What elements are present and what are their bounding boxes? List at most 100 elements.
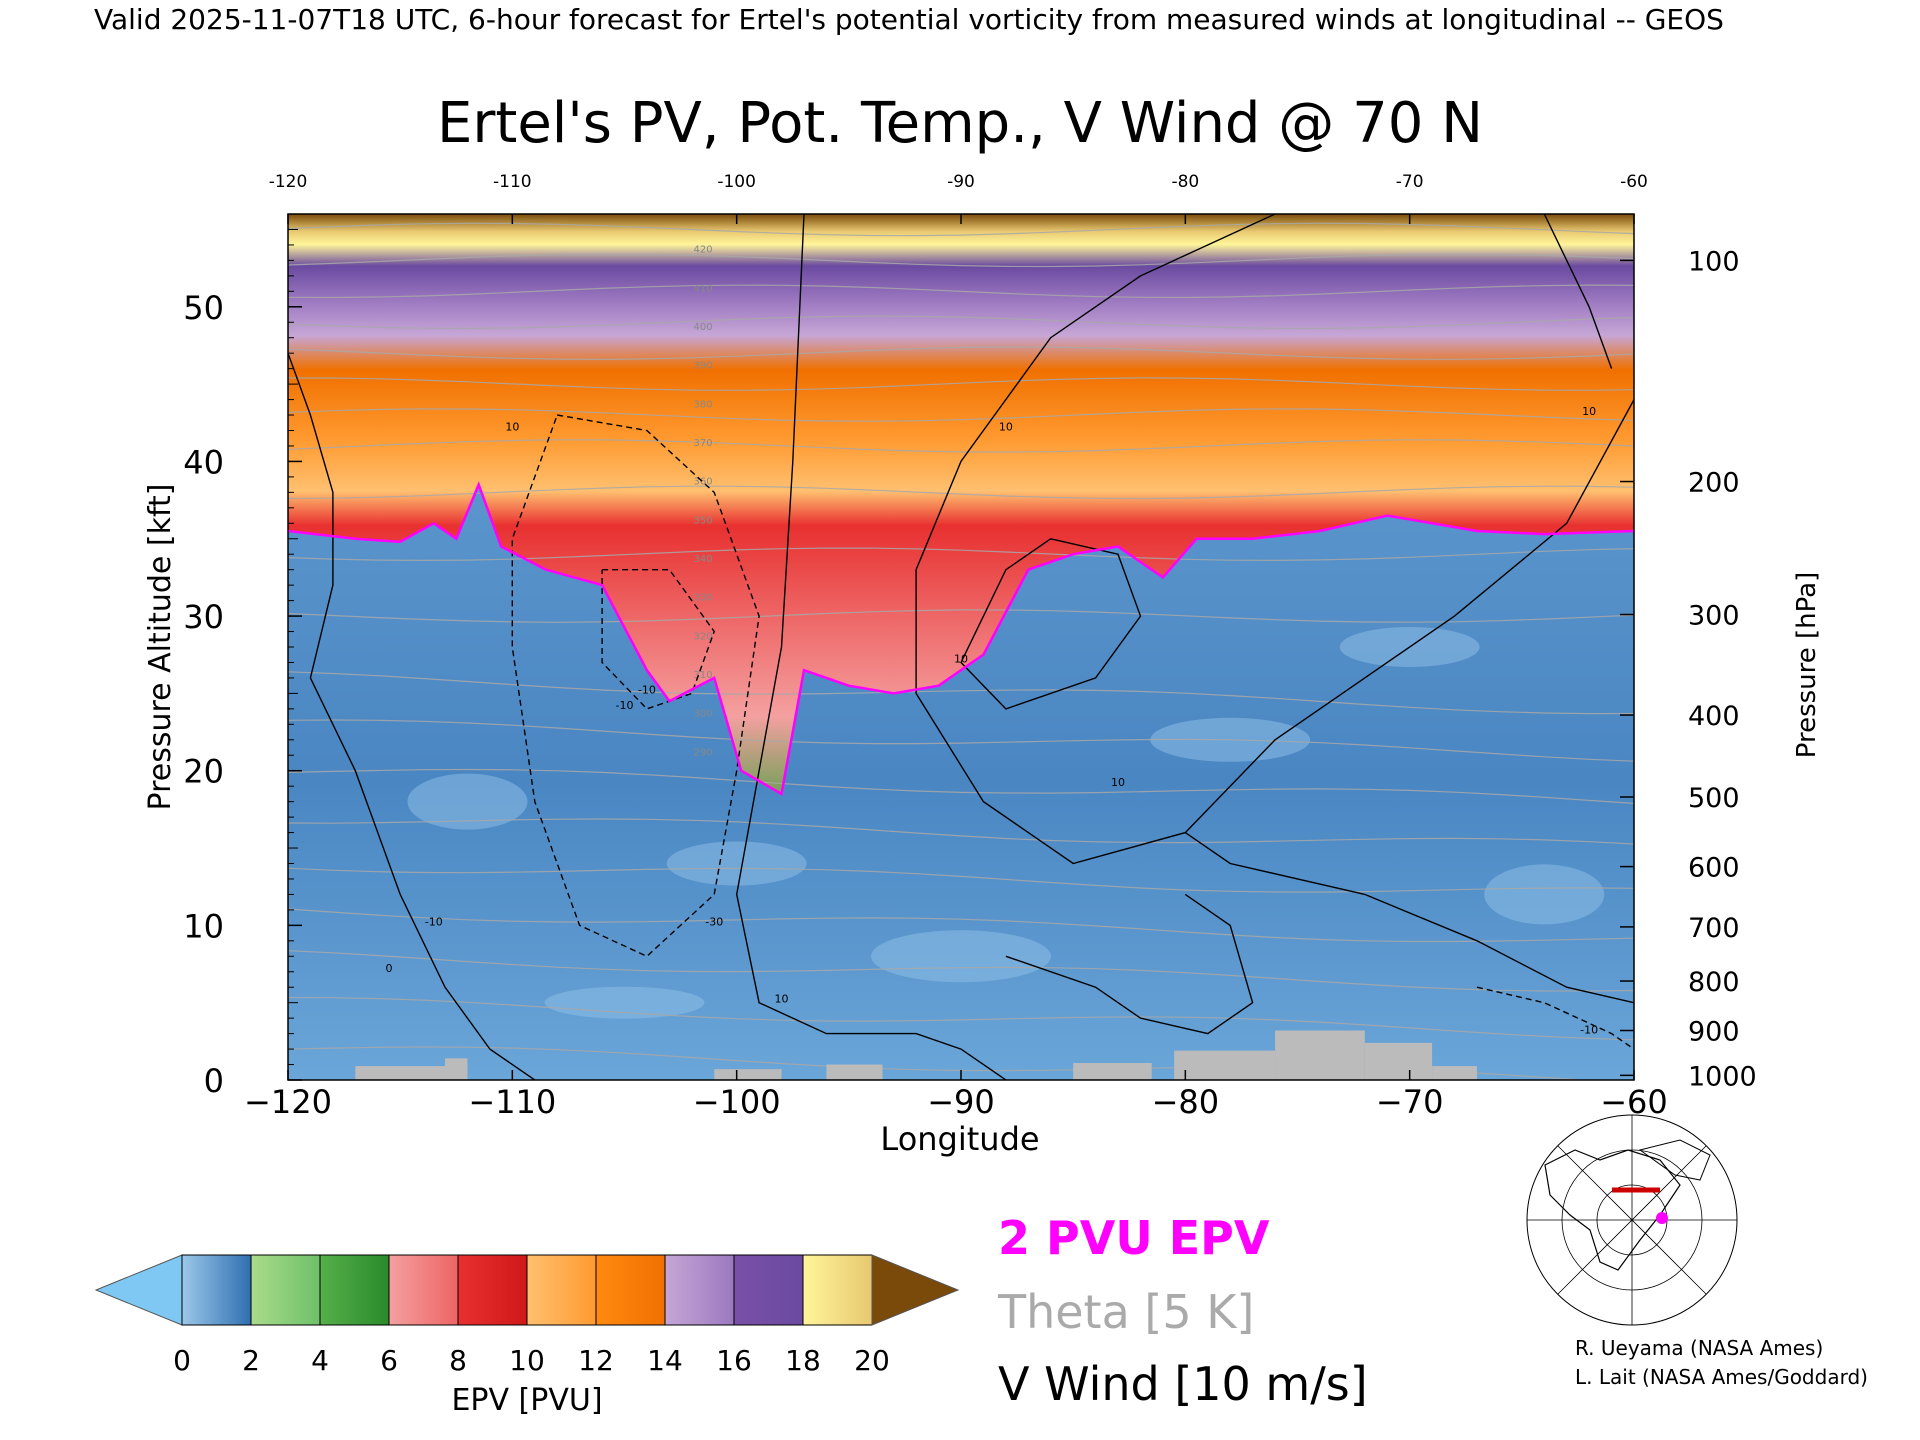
theta-contour-label: 360 xyxy=(693,477,712,488)
terrain-block xyxy=(1174,1050,1276,1080)
theta-contour-line xyxy=(288,253,1634,268)
credit-line-1: R. Ueyama (NASA Ames) xyxy=(1575,1336,1823,1360)
low-pv-patches xyxy=(407,627,1605,1019)
vwind-contour-line xyxy=(511,414,760,958)
colorbar-segment xyxy=(526,1254,597,1326)
theta-contour-label: 340 xyxy=(693,554,712,565)
theta-contour-line xyxy=(288,315,1634,330)
vwind-contour-line xyxy=(1184,832,1634,1004)
legend-vwind: V Wind [10 m/s] xyxy=(998,1357,1368,1411)
y-left-tick-label: 30 xyxy=(183,598,224,636)
chart-title: Ertel's PV, Pot. Temp., V Wind @ 70 N xyxy=(437,91,1483,156)
theta-contour-line xyxy=(288,867,1634,893)
theta-contour-line xyxy=(288,547,1634,562)
theta-contour-line xyxy=(288,439,1634,453)
legend-2pvu-epv: 2 PVU EPV xyxy=(998,1211,1270,1265)
theta-contour-label: 390 xyxy=(693,361,712,372)
colorbar-tick-label: 12 xyxy=(578,1344,614,1377)
terrain-block xyxy=(1073,1062,1152,1080)
colorbar-tick-label: 18 xyxy=(785,1344,821,1377)
theta-contour-label: 350 xyxy=(693,515,712,526)
vwind-contour-label: -10 xyxy=(1580,1024,1598,1037)
low-pv-patch xyxy=(666,841,807,886)
x-axis: −120 −110 −100 −90 −80 −70 −60 xyxy=(244,1070,1668,1121)
theta-contour-line xyxy=(288,768,1634,804)
colorbar-segment xyxy=(664,1254,735,1326)
colorbar-tick-label: 16 xyxy=(716,1344,752,1377)
theta-contour-line xyxy=(288,408,1634,422)
vwind-contours: -10 0 10 -10 10 10 -30 -10 10 10 10 -10 xyxy=(288,214,1634,1080)
y-left-tick-label: 0 xyxy=(204,1062,224,1100)
vwind-contour-label: -10 xyxy=(616,699,634,712)
colorbar-tick-label: 8 xyxy=(449,1344,467,1377)
colorbar: 0 2 4 6 8 10 12 14 16 18 20 xyxy=(94,1254,960,1377)
x-axis-top: -120 -110 -100 -90 -80 -70 -60 xyxy=(269,172,1648,224)
terrain-block xyxy=(445,1058,468,1080)
vwind-contour-label: 10 xyxy=(954,652,968,665)
vwind-contour-line xyxy=(1476,986,1634,1050)
theta-contour-label: 380 xyxy=(693,399,712,410)
theta-contour-line xyxy=(288,346,1634,361)
x-top-tick-label: -100 xyxy=(717,172,756,192)
y-axis-left-label: Pressure Altitude [kft] xyxy=(143,484,178,811)
low-pv-patch xyxy=(871,930,1051,983)
y-left-tick-label: 40 xyxy=(183,443,224,481)
colorbar-segment xyxy=(181,1254,252,1326)
vwind-contour-label: -30 xyxy=(705,915,723,928)
theta-contour-line xyxy=(288,284,1634,299)
terrain-block xyxy=(1364,1042,1433,1080)
y-right-tick-label: 100 xyxy=(1688,246,1740,277)
low-pv-patch xyxy=(544,986,705,1019)
y-right-tick-label: 700 xyxy=(1688,913,1740,944)
x-top-tick-label: -70 xyxy=(1396,172,1424,192)
theta-contour-line xyxy=(288,818,1634,845)
colorbar-segment xyxy=(250,1254,321,1326)
colorbar-tick-label: 4 xyxy=(311,1344,329,1377)
terrain-block xyxy=(826,1064,883,1080)
vwind-contour-line xyxy=(288,352,536,1080)
y-axis-left: 0 10 20 30 40 50 xyxy=(183,228,302,1100)
y-right-tick-label: 400 xyxy=(1688,701,1740,732)
vwind-contour-line xyxy=(1543,214,1613,369)
theta-contour-label: 370 xyxy=(693,438,712,449)
vwind-contour-line xyxy=(1005,893,1254,1035)
colorbar-segment xyxy=(388,1254,459,1326)
colorbar-segment xyxy=(457,1254,528,1326)
colorbar-tick-label: 0 xyxy=(173,1344,191,1377)
y-axis-right-label: Pressure [hPa] xyxy=(1792,572,1822,759)
x-tick-label: −90 xyxy=(927,1083,995,1121)
legend-theta: Theta [5 K] xyxy=(997,1285,1254,1339)
x-tick-label: −100 xyxy=(693,1083,781,1121)
vwind-contour-label: 10 xyxy=(775,993,789,1006)
theta-contour-line xyxy=(288,908,1634,943)
colorbar-segment xyxy=(733,1254,804,1326)
theta-contour-line xyxy=(288,996,1634,1041)
y-left-tick-label: 50 xyxy=(183,289,224,327)
x-axis-label: Longitude xyxy=(880,1120,1039,1158)
vwind-contour-label: 10 xyxy=(1111,776,1125,789)
troposphere-epv-field xyxy=(288,484,1634,1080)
theta-contour-label: 290 xyxy=(693,747,712,758)
vwind-contour-label: 10 xyxy=(1582,405,1596,418)
theta-contour-label: 310 xyxy=(693,670,712,681)
colorbar-tick-label: 2 xyxy=(242,1344,260,1377)
vwind-contour-label: -10 xyxy=(638,683,656,696)
colorbar-over-arrow xyxy=(871,1254,960,1326)
theta-contour-line xyxy=(288,485,1634,500)
theta-contour-line xyxy=(288,377,1634,391)
vwind-contour-label: 10 xyxy=(999,421,1013,434)
plot-area: 420 410 400 390 380 370 360 350 340 330 320 310 300 2… xyxy=(288,214,1634,1080)
vwind-contour-label: 0 xyxy=(385,962,392,975)
terrain-block xyxy=(355,1066,446,1080)
vwind-contour-label: -10 xyxy=(425,915,443,928)
x-top-tick-label: -60 xyxy=(1620,172,1648,192)
x-tick-label: −80 xyxy=(1152,1083,1220,1121)
vwind-contour-label: 10 xyxy=(505,421,519,434)
x-top-tick-label: -120 xyxy=(269,172,308,192)
theta-contour-label: 420 xyxy=(693,245,712,256)
credit-line-2: L. Lait (NASA Ames/Goddard) xyxy=(1575,1365,1868,1389)
y-right-tick-label: 600 xyxy=(1688,853,1740,884)
theta-contour-label: 410 xyxy=(693,283,712,294)
low-pv-patch xyxy=(407,773,528,830)
